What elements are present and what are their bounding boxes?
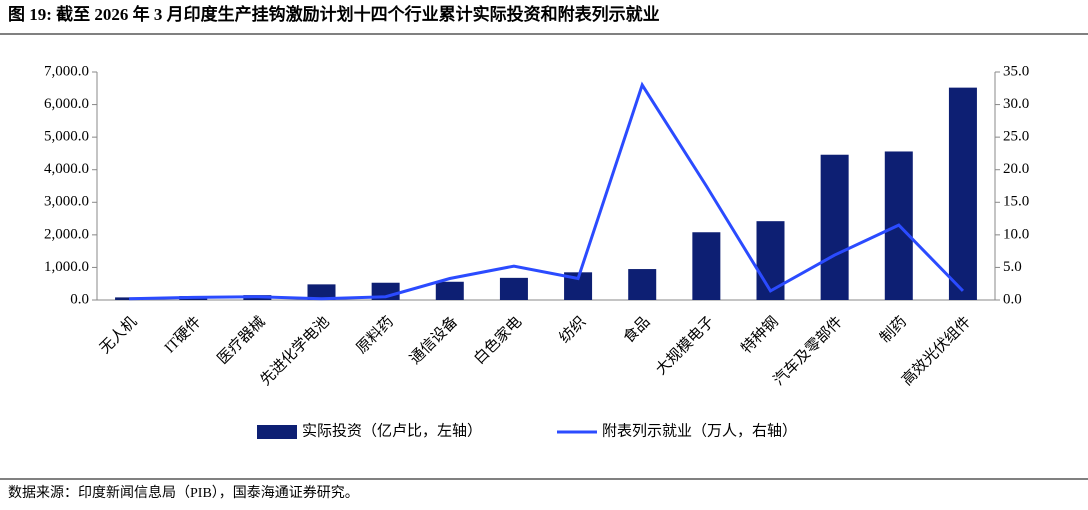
x-tick-label: 汽车及零部件 xyxy=(770,313,846,389)
bar xyxy=(499,277,528,300)
bar xyxy=(692,232,721,300)
y2-tick-label: 35.0 xyxy=(1003,63,1029,79)
chart-title: 图 19: 截至 2026 年 3 月印度生产挂钩激励计划十四个行业累计实际投资… xyxy=(8,4,660,24)
x-tick-label: 制药 xyxy=(877,313,910,346)
y2-tick-label: 15.0 xyxy=(1003,194,1029,210)
x-tick-label: 原料药 xyxy=(353,313,397,357)
x-tick-label: 纺织 xyxy=(556,313,589,346)
y-tick-label: 6,000.0 xyxy=(44,96,89,112)
source-note: 数据来源：印度新闻信息局（PIB），国泰海通证券研究。 xyxy=(8,484,359,501)
x-tick-label: 白色家电 xyxy=(471,313,525,367)
legend-swatch xyxy=(257,425,297,439)
bar xyxy=(948,87,977,301)
y-tick-label: 2,000.0 xyxy=(44,226,89,242)
y2-tick-label: 0.0 xyxy=(1003,291,1022,307)
x-tick-label: 医疗器械 xyxy=(214,313,268,367)
x-tick-label: IT硬件 xyxy=(161,313,204,356)
y-tick-label: 0.0 xyxy=(70,291,89,307)
bar xyxy=(628,269,657,300)
y2-tick-label: 30.0 xyxy=(1003,96,1029,112)
x-tick-label: 食品 xyxy=(620,313,653,346)
bar xyxy=(820,154,849,300)
bar xyxy=(307,284,336,300)
bar xyxy=(435,281,464,300)
y-tick-label: 4,000.0 xyxy=(44,161,89,177)
y2-tick-label: 25.0 xyxy=(1003,129,1029,145)
line-series xyxy=(129,81,965,301)
x-tick-label: 特种钢 xyxy=(738,313,782,357)
x-tick-label: 大规模电子 xyxy=(653,313,718,378)
y-tick-label: 7,000.0 xyxy=(44,63,89,79)
legend-label: 实际投资（亿卢比，左轴） xyxy=(302,422,482,439)
y2-tick-label: 5.0 xyxy=(1003,259,1022,275)
x-tick-label: 无人机 xyxy=(96,313,140,357)
x-tick-label: 通信设备 xyxy=(407,313,461,367)
y2-tick-label: 10.0 xyxy=(1003,226,1029,242)
y-tick-label: 1,000.0 xyxy=(44,259,89,275)
x-tick-label: 先进化学电池 xyxy=(257,313,333,389)
y-tick-label: 3,000.0 xyxy=(44,194,89,210)
y-tick-label: 5,000.0 xyxy=(44,129,89,145)
x-tick-label: 高效光伏组件 xyxy=(899,313,975,389)
legend-label: 附表列示就业（万人，右轴） xyxy=(602,422,797,439)
y2-tick-label: 20.0 xyxy=(1003,161,1029,177)
